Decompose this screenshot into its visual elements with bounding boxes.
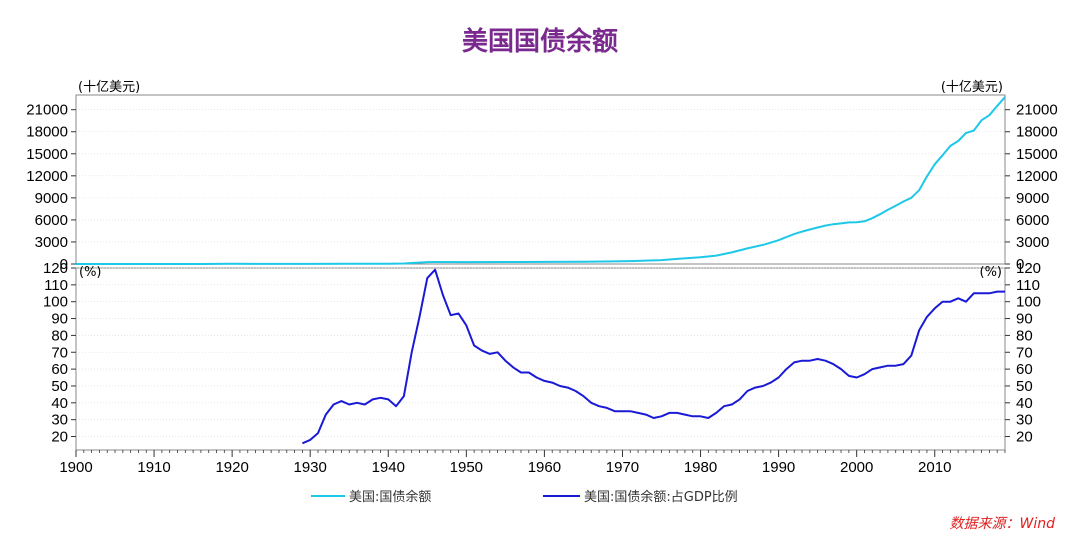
top-right-tick-label: 3000 [1016,234,1049,251]
bottom-right-tick-label: 40 [1016,395,1033,412]
bottom-left-tick-label: 50 [51,378,68,395]
bottom-left-tick-label: 20 [51,429,68,446]
x-tick-label: 1980 [684,459,717,476]
bottom-right-tick-label: 30 [1016,412,1033,429]
debt-balance-line [76,96,1006,265]
source-note: 数据来源：Wind [950,516,1056,532]
bottom-right-tick-label: 100 [1016,294,1041,311]
top-right-unit-label: (十亿美元) [941,80,1003,95]
bottom-right-tick-label: 50 [1016,378,1033,395]
bottom-left-tick-label: 30 [51,412,68,429]
bottom-left-tick-label: 80 [51,327,68,344]
chart-title: 美国国债余额 [462,26,618,57]
bottom-right-tick-label: 60 [1016,361,1033,378]
x-tick-label: 1930 [294,459,327,476]
x-tick-label: 1920 [215,459,248,476]
top-left-unit-label: (十亿美元) [78,80,140,95]
bottom-left-tick-label: 100 [43,294,68,311]
legend-label-ratio: 美国:国债余额:占GDP比例 [584,489,738,505]
top-right-tick-label: 21000 [1016,102,1058,119]
top-left-tick-label: 15000 [26,146,68,163]
debt-to-gdp-line [302,268,1005,445]
bottom-left-tick-label: 60 [51,361,68,378]
top-left-tick-label: 12000 [26,168,68,185]
legend-label-debt: 美国:国债余额 [349,489,431,505]
top-left-tick-label: 0 [60,256,68,273]
x-tick-label: 1950 [450,459,483,476]
bottom-left-tick-label: 70 [51,344,68,361]
bottom-right-tick-label: 110 [1016,277,1040,294]
top-left-tick-label: 9000 [35,190,68,207]
bottom-left-tick-label: 90 [51,311,68,328]
x-tick-label: 1940 [372,459,405,476]
top-left-tick-label: 6000 [35,212,68,229]
top-y-ticks: 0 0 3000 3000 6000 6000 9000 9000 12000 12000 1500… [26,102,1057,273]
x-tick-label: 1970 [606,459,639,476]
x-tick-label: 1900 [59,459,92,476]
x-ticks: 1900 1910 1920 1930 1940 1950 1960 1970 1980 1990… [59,450,1006,476]
top-right-tick-label: 0 [1016,256,1024,273]
bottom-left-tick-label: 40 [51,395,68,412]
x-tick-label: 2000 [840,459,873,476]
bottom-panel-frame [75,267,1006,451]
top-right-tick-label: 12000 [1016,168,1058,185]
x-tick-label: 2010 [918,459,951,476]
bottom-left-unit-label: (%) [79,265,102,280]
bottom-right-tick-label: 90 [1016,311,1033,328]
top-right-tick-label: 9000 [1016,190,1049,207]
bottom-left-tick-label: 110 [44,277,68,294]
top-gridlines [76,109,1005,243]
bottom-left-tick-label: 120 [43,260,68,277]
top-left-tick-label: 21000 [26,102,68,119]
top-left-tick-label: 18000 [26,124,68,141]
x-tick-label: 1910 [137,459,170,476]
bottom-right-tick-label: 20 [1016,429,1033,446]
bottom-right-tick-label: 120 [1016,260,1041,277]
top-panel-frame [75,94,1006,265]
top-right-tick-label: 18000 [1016,124,1058,141]
bottom-gridlines [76,267,1005,437]
top-right-tick-label: 15000 [1016,146,1058,163]
bottom-right-tick-label: 70 [1016,344,1033,361]
x-tick-label: 1960 [528,459,561,476]
top-right-tick-label: 6000 [1016,212,1049,229]
x-tick-label: 1990 [762,459,795,476]
bottom-right-tick-label: 80 [1016,327,1033,344]
bottom-right-unit-label: (%) [980,265,1003,280]
legend: 美国:国债余额 美国:国债余额:占GDP比例 [311,489,738,505]
top-left-tick-label: 3000 [35,234,68,251]
